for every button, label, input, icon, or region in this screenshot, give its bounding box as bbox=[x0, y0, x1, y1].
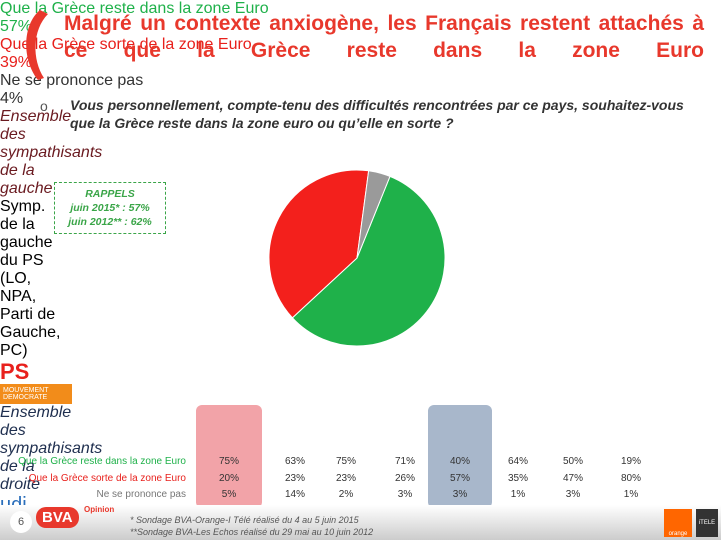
table-cell: 14% bbox=[284, 489, 305, 500]
table-cell: 26% bbox=[394, 473, 415, 484]
pie-slice bbox=[291, 175, 446, 347]
reminder-title: RAPPELS bbox=[85, 188, 135, 200]
question: Vous personnellement, compte-tenu des di… bbox=[70, 97, 684, 131]
pie-slice bbox=[268, 169, 370, 319]
pie-chart bbox=[268, 169, 446, 347]
pie-label-text: Que la Grèce sorte de la zone Euro bbox=[0, 36, 252, 53]
table-cell: 3% bbox=[452, 489, 468, 500]
table-cell: 35% bbox=[507, 473, 528, 484]
table-cell: 57% bbox=[449, 473, 470, 484]
pie-label-value: 57% bbox=[0, 18, 33, 35]
footnote: * Sondage BVA-Orange-I Télé réalisé du 4… bbox=[130, 515, 359, 525]
partner-logo: iTELE bbox=[696, 509, 718, 537]
table-cell: 47% bbox=[562, 473, 583, 484]
footer: 6 BVA Opinion * Sondage BVA-Orange-I Tél… bbox=[0, 505, 721, 540]
table-cell: 80% bbox=[620, 473, 641, 484]
page-number: 6 bbox=[10, 511, 32, 533]
row-label: Que la Grèce sorte de la zone Euro bbox=[28, 473, 186, 484]
pie-label-text: Que la Grèce reste dans la zone Euro bbox=[0, 0, 269, 17]
table-cell: 1% bbox=[623, 489, 639, 500]
table-cell: 1% bbox=[510, 489, 526, 500]
table-cell: 64% bbox=[507, 456, 528, 467]
title: Malgré un contexte anxiogène, les França… bbox=[64, 12, 704, 62]
pie-label-value: 4% bbox=[0, 90, 24, 107]
reminder-line: juin 2012** : 62% bbox=[68, 216, 152, 228]
table-cell: 19% bbox=[620, 456, 641, 467]
row-label: Ne se prononce pas bbox=[96, 489, 186, 500]
table-cell: 3% bbox=[397, 489, 413, 500]
table-cell: 40% bbox=[449, 456, 470, 467]
table-cell: 50% bbox=[562, 456, 583, 467]
row-label: Que la Grèce reste dans la zone Euro bbox=[18, 456, 186, 467]
table-cell: 23% bbox=[335, 473, 356, 484]
table-cell: 71% bbox=[394, 456, 415, 467]
bullet: o bbox=[40, 98, 48, 114]
right-highlight bbox=[428, 405, 492, 508]
reminder-line: juin 2015* : 57% bbox=[70, 202, 150, 214]
table-cell: 75% bbox=[218, 456, 239, 467]
red-swoosh bbox=[26, 10, 48, 80]
pie-label: Que la Grèce sorte de la zone Euro 39% bbox=[0, 36, 721, 72]
left-highlight bbox=[196, 405, 262, 508]
pie-slice bbox=[356, 170, 391, 259]
pie-label: Que la Grèce reste dans la zone Euro 57% bbox=[0, 0, 721, 36]
brand-sub: Opinion bbox=[84, 505, 115, 514]
column-header: Symp. de la gauche du PS (LO, NPA, Parti… bbox=[0, 198, 61, 359]
pie-label-value: 39% bbox=[0, 54, 33, 71]
table-cell: 5% bbox=[221, 489, 237, 500]
table-cell: 20% bbox=[218, 473, 239, 484]
reminder-box: RAPPELS juin 2015* : 57% juin 2012** : 6… bbox=[54, 182, 166, 234]
footnote: **Sondage BVA-Les Echos réalisé du 29 ma… bbox=[130, 527, 374, 537]
table-cell: 2% bbox=[338, 489, 354, 500]
partner-logo: orange bbox=[664, 509, 692, 537]
brand: BVA bbox=[36, 507, 79, 528]
column-header: MOUVEMENT DEMOCRATE bbox=[0, 384, 72, 404]
table-cell: 63% bbox=[284, 456, 305, 467]
column-header: PS bbox=[0, 359, 30, 384]
table-cell: 23% bbox=[284, 473, 305, 484]
table-cell: 3% bbox=[565, 489, 581, 500]
table-cell: 75% bbox=[335, 456, 356, 467]
